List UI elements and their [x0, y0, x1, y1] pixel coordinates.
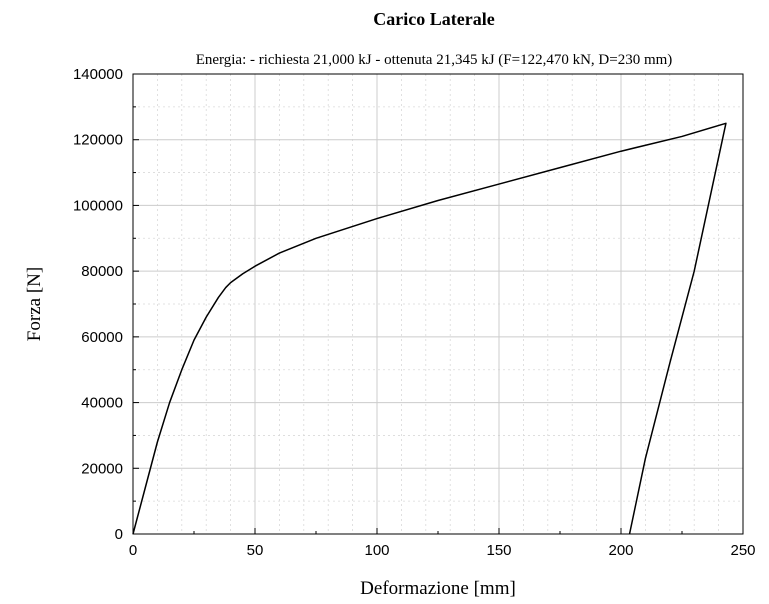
- series-line: [132, 122, 727, 535]
- y-tick-label: 120000: [73, 132, 123, 149]
- chart-subtitle: Energia: - richiesta 21,000 kJ - ottenut…: [196, 52, 673, 68]
- y-tick-label: 60000: [81, 329, 123, 346]
- y-axis-label: Forza [N]: [24, 267, 45, 341]
- x-tick-label: 250: [730, 542, 755, 559]
- grid: [133, 74, 743, 534]
- y-tick-label: 0: [115, 526, 123, 543]
- x-tick-label: 100: [364, 542, 389, 559]
- y-tick-label: 80000: [81, 263, 123, 280]
- y-tick-label: 40000: [81, 395, 123, 412]
- x-tick-label: 150: [486, 542, 511, 559]
- x-axis-label: Deformazione [mm]: [360, 578, 516, 599]
- axis-ticks: 0 50 100 150 200 250 0 20000 40000 60000 80000 1000…: [73, 66, 756, 559]
- y-tick-label: 100000: [73, 197, 123, 214]
- y-tick-label: 140000: [73, 66, 123, 83]
- x-tick-label: 50: [247, 542, 264, 559]
- y-tick-label: 20000: [81, 460, 123, 477]
- series-layer: [132, 122, 727, 535]
- x-tick-label: 0: [129, 542, 137, 559]
- x-tick-label: 200: [608, 542, 633, 559]
- chart-title: Carico Laterale: [373, 9, 494, 29]
